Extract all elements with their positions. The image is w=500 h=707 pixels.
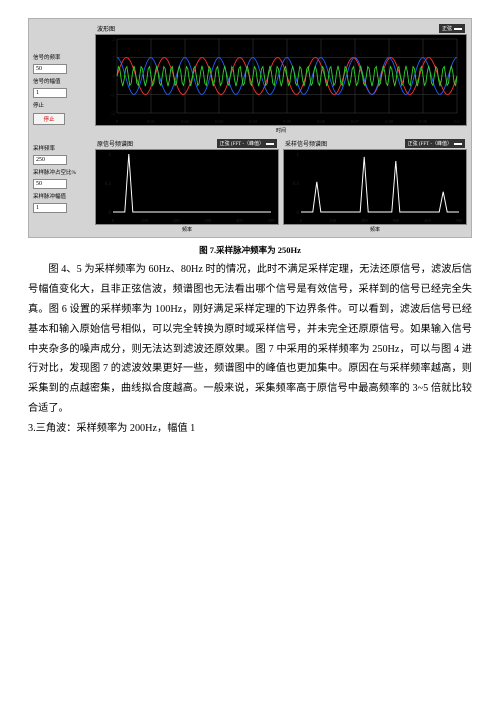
- fft-right-chart: 采样信号频谱图 正弦 (FFT -（峰值） 00.510100200300400…: [283, 138, 467, 233]
- svg-text:0.03: 0.03: [215, 119, 224, 124]
- svg-text:100: 100: [329, 218, 337, 223]
- svg-text:200: 200: [173, 218, 181, 223]
- svg-text:0.06: 0.06: [317, 119, 326, 124]
- waveform-chart: 波形图 正弦 -2-101200.010.020.030.040.050.060…: [95, 23, 467, 134]
- duty-label: 采样脉冲占空比%: [33, 168, 91, 176]
- paragraph-1: 图 4、5 为采样频率为 60Hz、80Hz 时的情况，此时不满足采样定理，无法…: [28, 260, 472, 419]
- amp-input[interactable]: 1: [33, 88, 67, 98]
- stop-button[interactable]: 停止: [33, 113, 65, 125]
- amp-label: 信号的幅值: [33, 77, 91, 85]
- fft-left-chart: 原信号频谱图 正弦 (FFT -（峰值） 00.5101002003004005…: [95, 138, 279, 233]
- pulse-amp-input[interactable]: 1: [33, 203, 67, 213]
- waveform-legend: 正弦: [439, 24, 465, 33]
- svg-text:0.01: 0.01: [147, 119, 155, 124]
- svg-text:-1: -1: [111, 94, 116, 99]
- labview-screenshot: 信号的频率 50 信号的幅值 1 停止 停止 波形图 正弦 -2-101200.…: [28, 18, 472, 238]
- sample-freq-input[interactable]: 250: [33, 155, 67, 165]
- svg-text:200: 200: [361, 218, 369, 223]
- svg-text:300: 300: [204, 218, 212, 223]
- svg-text:400: 400: [236, 218, 244, 223]
- waveform-xlabel: 时间: [95, 127, 467, 134]
- svg-text:0.5: 0.5: [105, 182, 112, 187]
- tail-line: 3.三角波：采样频率为 200Hz，幅值 1: [28, 419, 472, 439]
- svg-text:0.1: 0.1: [454, 119, 460, 124]
- sample-freq-label: 采样频率: [33, 144, 91, 152]
- controls-top: 信号的频率 50 信号的幅值 1 停止 停止: [33, 23, 91, 134]
- fft-right-legend: 正弦 (FFT -（峰值）: [405, 139, 465, 148]
- svg-text:100: 100: [141, 218, 149, 223]
- waveform-title: 波形图: [97, 24, 115, 33]
- svg-text:0.08: 0.08: [385, 119, 394, 124]
- duty-input[interactable]: 50: [33, 179, 67, 189]
- fft-left-xlabel: 频率: [95, 226, 279, 233]
- fft-left-legend: 正弦 (FFT -（峰值）: [217, 139, 277, 148]
- svg-text:0.07: 0.07: [351, 119, 360, 124]
- svg-text:500: 500: [456, 218, 464, 223]
- fft-right-title: 采样信号频谱图: [285, 139, 327, 148]
- fft-right-xlabel: 频率: [283, 226, 467, 233]
- svg-text:0.05: 0.05: [283, 119, 292, 124]
- svg-text:0.5: 0.5: [293, 182, 300, 187]
- svg-text:0.04: 0.04: [249, 119, 258, 124]
- svg-text:0.02: 0.02: [181, 119, 189, 124]
- controls-bottom: 采样频率 250 采样脉冲占空比% 50 采样脉冲幅值 1: [33, 138, 91, 233]
- svg-text:500: 500: [268, 218, 276, 223]
- freq-label: 信号的频率: [33, 53, 91, 61]
- svg-text:-2: -2: [111, 112, 116, 117]
- svg-text:300: 300: [392, 218, 400, 223]
- freq-input[interactable]: 50: [33, 64, 67, 74]
- stop-label: 停止: [33, 101, 91, 109]
- fft-left-title: 原信号频谱图: [97, 139, 133, 148]
- pulse-amp-label: 采样脉冲幅值: [33, 192, 91, 200]
- svg-text:0.09: 0.09: [419, 119, 428, 124]
- body-text: 图 4、5 为采样频率为 60Hz、80Hz 时的情况，此时不满足采样定理，无法…: [28, 260, 472, 439]
- svg-text:400: 400: [424, 218, 432, 223]
- figure-caption: 图 7.采样脉冲频率为 250Hz: [28, 244, 472, 256]
